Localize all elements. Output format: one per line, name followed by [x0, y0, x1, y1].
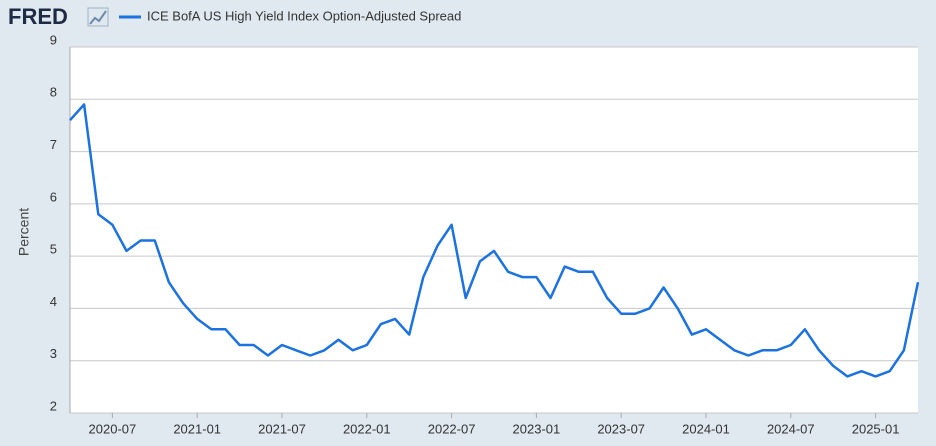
legend-label: ICE BofA US High Yield Index Option-Adju… — [147, 8, 461, 23]
x-tick-label: 2022-07 — [428, 421, 476, 436]
y-tick-label: 5 — [50, 242, 57, 257]
x-tick-label: 2020-07 — [89, 421, 137, 436]
y-tick-label: 9 — [50, 32, 57, 47]
x-tick-label: 2024-01 — [682, 421, 730, 436]
x-tick-label: 2021-01 — [173, 421, 221, 436]
y-tick-label: 3 — [50, 346, 57, 361]
x-tick-label: 2022-01 — [343, 421, 391, 436]
series-line — [69, 103, 920, 378]
y-tick-label: 2 — [50, 398, 57, 413]
y-tick-label: 7 — [50, 137, 57, 152]
logo-icon — [87, 7, 109, 27]
x-tick-label: 2023-01 — [513, 421, 561, 436]
x-tick-label: 2024-07 — [767, 421, 815, 436]
y-tick-label: 4 — [50, 294, 57, 309]
x-tick-label: 2021-07 — [258, 421, 306, 436]
x-tick-label: 2025-01 — [852, 421, 900, 436]
x-tick-label: 2023-07 — [597, 421, 645, 436]
y-tick-label: 8 — [50, 85, 57, 100]
brand-logo: FRED — [8, 4, 68, 29]
plot-area — [70, 47, 918, 413]
y-axis-label: Percent — [16, 208, 32, 256]
y-tick-label: 6 — [50, 189, 57, 204]
